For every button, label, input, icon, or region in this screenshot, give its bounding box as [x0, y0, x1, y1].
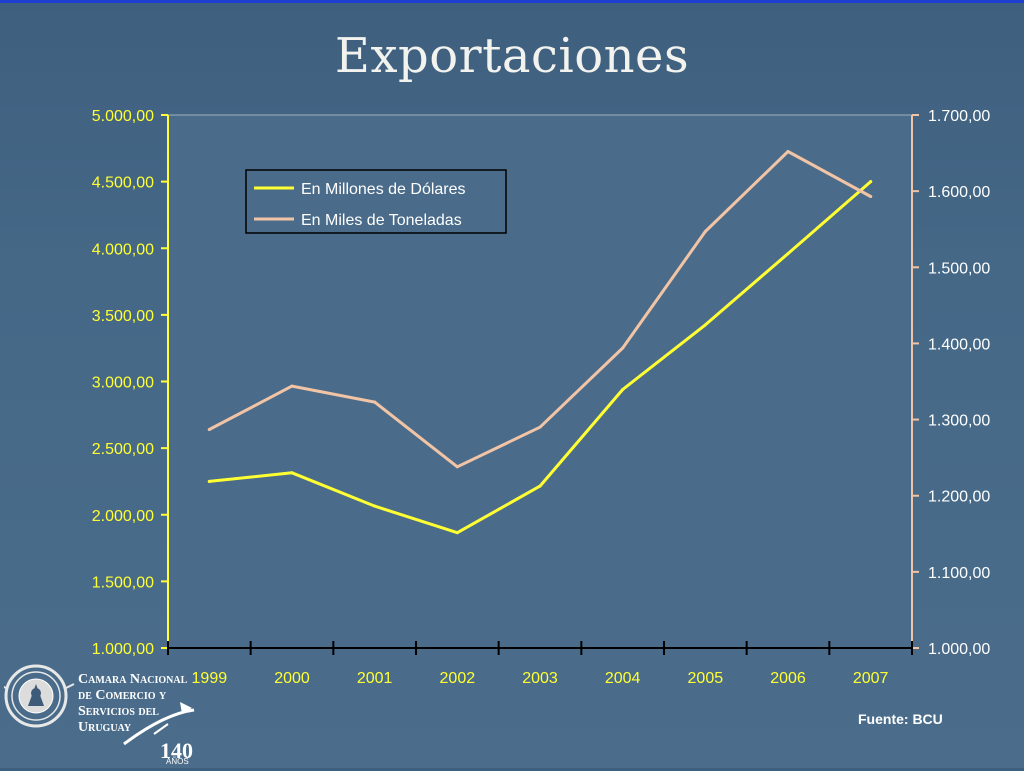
org-name-line-4: Uruguay — [78, 720, 132, 735]
data-point-dollars — [290, 471, 294, 475]
data-point-tons — [455, 465, 459, 469]
y-right-tick-label: 1.700,00 — [928, 108, 990, 125]
data-point-tons — [786, 150, 790, 154]
data-point-tons — [538, 425, 542, 429]
data-point-tons — [373, 400, 377, 404]
y-left-tick-label: 2.500,00 — [92, 441, 154, 458]
data-point-dollars — [455, 531, 459, 535]
org-name-line-2: de Comercio y — [78, 688, 167, 703]
y-right-tick-label: 1.600,00 — [928, 184, 990, 201]
y-right-tick-label: 1.500,00 — [928, 260, 990, 277]
organization-name: Camara Nacional de Comercio y Servicios … — [78, 672, 187, 736]
data-point-tons — [621, 346, 625, 350]
anniversary-number: 140 — [160, 738, 193, 763]
chamber-of-commerce-seal-icon — [0, 664, 195, 746]
anniversary-word: AÑOS — [166, 757, 189, 766]
top-accent-bar — [0, 0, 1024, 3]
y-left-tick-label: 3.500,00 — [92, 308, 154, 325]
data-point-tons — [207, 427, 211, 431]
y-right-tick-label: 1.300,00 — [928, 413, 990, 430]
data-point-dollars — [703, 323, 707, 327]
y-left-tick-label: 1.500,00 — [92, 574, 154, 591]
y-left-tick-label: 5.000,00 — [92, 108, 154, 125]
org-name-line-3: Servicios del — [78, 704, 159, 719]
y-right-tick-label: 1.200,00 — [928, 489, 990, 506]
legend-box — [245, 169, 507, 234]
x-tick-label: 2003 — [522, 670, 558, 687]
y-left-tick-label: 2.000,00 — [92, 508, 154, 525]
y-left-tick-label: 3.000,00 — [92, 375, 154, 392]
data-point-tons — [290, 384, 294, 388]
x-tick-label: 2002 — [440, 670, 476, 687]
data-point-tons — [703, 229, 707, 233]
x-tick-label: 2007 — [853, 670, 889, 687]
legend-label: En Millones de Dólares — [301, 181, 466, 198]
data-point-dollars — [373, 504, 377, 508]
y-left-tick-label: 4.000,00 — [92, 241, 154, 258]
chamber-logo — [0, 654, 204, 766]
y-right-tick-label: 1.100,00 — [928, 565, 990, 582]
x-tick-label: 2000 — [274, 670, 310, 687]
y-left-tick-label: 4.500,00 — [92, 175, 154, 192]
data-source-note: Fuente: BCU — [858, 711, 943, 727]
y-left-tick-label: 1.000,00 — [92, 641, 154, 658]
x-tick-label: 2006 — [770, 670, 806, 687]
data-point-dollars — [621, 387, 625, 391]
x-tick-label: 2001 — [357, 670, 393, 687]
x-tick-label: 2004 — [605, 670, 641, 687]
org-name-line-1: Camara Nacional — [78, 672, 188, 687]
data-point-tons — [869, 194, 873, 198]
y-right-tick-label: 1.400,00 — [928, 336, 990, 353]
data-point-dollars — [207, 479, 211, 483]
slide-title: Exportaciones — [334, 28, 690, 84]
data-point-dollars — [786, 252, 790, 256]
y-right-tick-label: 1.000,00 — [928, 641, 990, 658]
x-tick-label: 2005 — [688, 670, 724, 687]
data-point-dollars — [869, 180, 873, 184]
data-point-dollars — [538, 484, 542, 488]
x-tick-label: 1999 — [192, 670, 228, 687]
legend-label: En Miles de Toneladas — [301, 212, 462, 229]
